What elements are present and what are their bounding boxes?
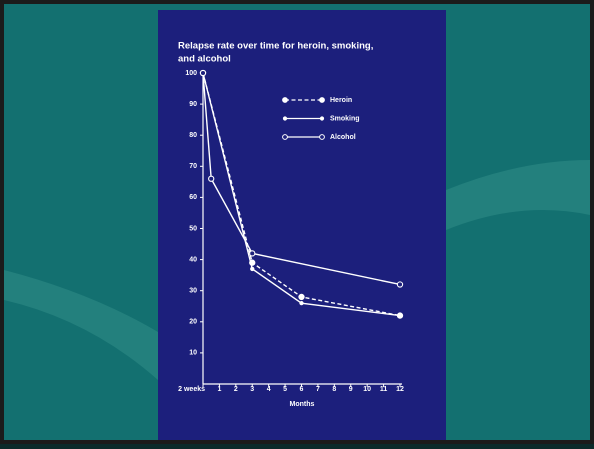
y-tick-label: 10 <box>189 350 197 357</box>
x-tick-label: 2 <box>234 386 238 393</box>
legend-label: Smoking <box>330 115 360 122</box>
legend-marker <box>283 135 288 140</box>
data-point <box>398 314 401 317</box>
y-tick-label: 70 <box>189 163 197 170</box>
x-tick-label: 2 weeks <box>178 386 205 393</box>
legend-label: Alcohol <box>330 134 356 141</box>
slide: Relapse rate over time for heroin, smoki… <box>0 0 594 444</box>
x-tick-label: 7 <box>316 386 320 393</box>
x-tick-label: 10 <box>363 386 371 393</box>
x-tick-label: 1 <box>217 386 221 393</box>
x-tick-label: 5 <box>283 386 287 393</box>
data-point <box>299 294 304 299</box>
y-tick-label: 90 <box>189 101 197 108</box>
x-tick-label: 4 <box>267 386 271 393</box>
data-point <box>209 176 214 181</box>
legend-marker <box>320 98 325 103</box>
x-tick-label: 12 <box>396 386 404 393</box>
x-tick-label: 9 <box>349 386 353 393</box>
y-tick-label: 40 <box>189 256 197 263</box>
data-point <box>300 302 303 305</box>
legend-label: Heroin <box>330 97 352 104</box>
x-tick-label: 6 <box>300 386 304 393</box>
x-tick-label: 3 <box>250 386 254 393</box>
x-tick-label: 11 <box>380 386 388 393</box>
legend-marker <box>320 117 323 120</box>
chart-title: and alcohol <box>178 54 231 65</box>
x-tick-label: 8 <box>332 386 336 393</box>
y-tick-label: 20 <box>189 319 197 326</box>
y-tick-label: 50 <box>189 225 197 232</box>
x-axis-label: Months <box>290 401 315 408</box>
y-tick-label: 30 <box>189 288 197 295</box>
legend-marker <box>320 135 325 140</box>
y-tick-label: 80 <box>189 132 197 139</box>
legend-marker <box>283 117 286 120</box>
data-point <box>250 251 255 256</box>
chart-title: Relapse rate over time for heroin, smoki… <box>178 41 373 52</box>
y-tick-label: 60 <box>189 194 197 201</box>
y-tick-label: 100 <box>185 70 197 77</box>
data-point <box>251 267 254 270</box>
data-point <box>200 70 205 75</box>
data-point <box>397 282 402 287</box>
legend-marker <box>283 98 288 103</box>
